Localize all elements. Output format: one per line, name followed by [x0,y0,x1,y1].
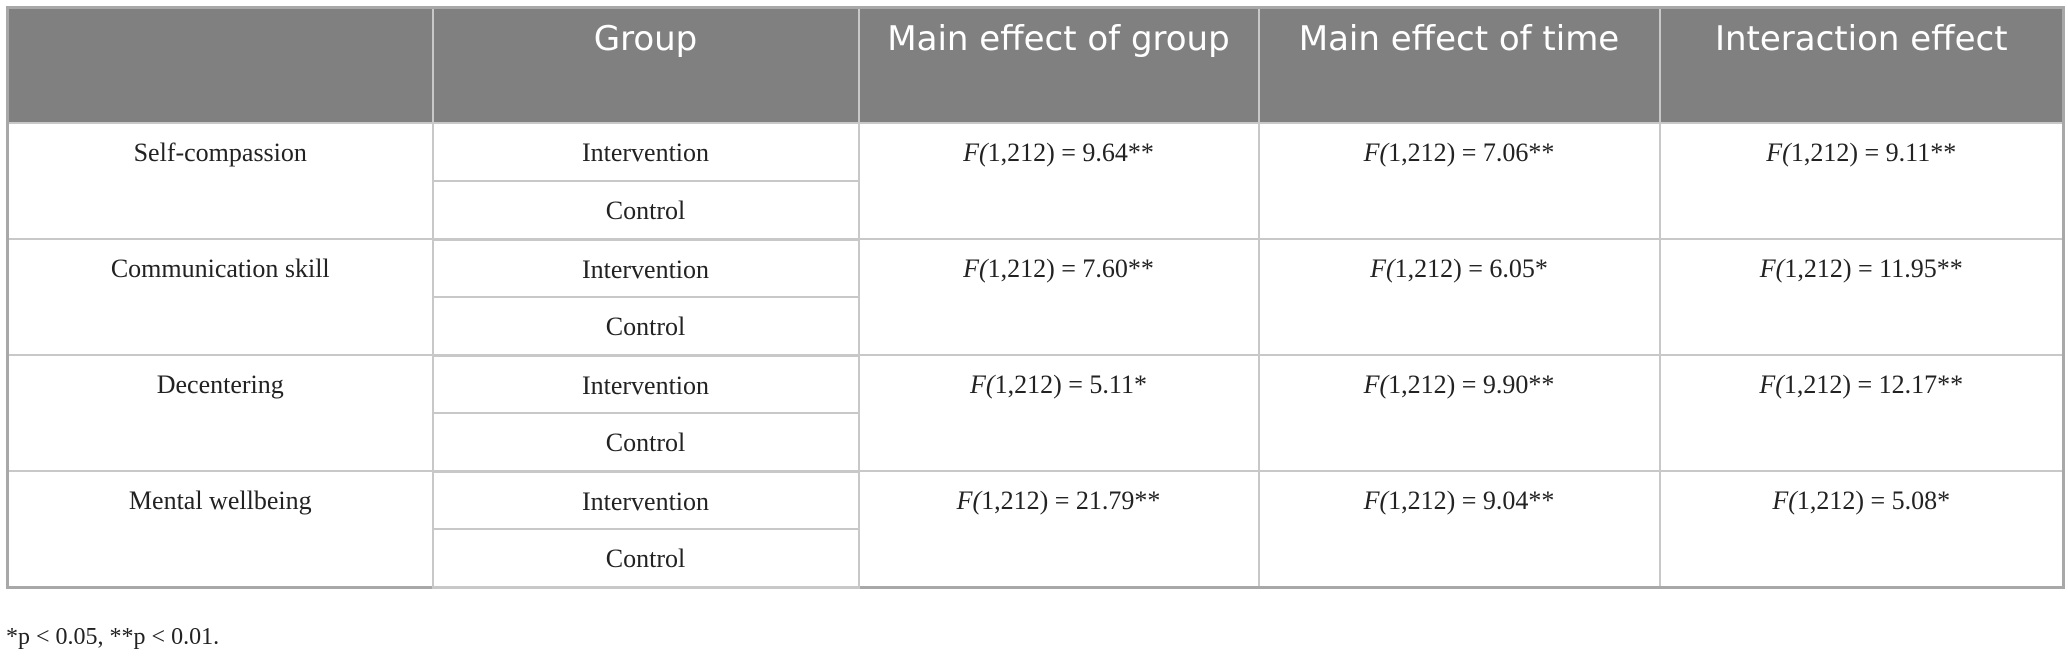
table-row: Control [8,528,2064,589]
stat-cell: F(1,212) = 21.79** [857,470,1260,588]
measure-cell: Self-compassion [6,122,434,240]
group-cell: Intervention [431,470,860,530]
table-body: Self-compassion Intervention F(1,212) = 9.… [6,122,2065,589]
group-cell: Intervention [431,354,860,414]
group-cell: Control [431,412,860,473]
stat-cell: F(1,212) = 12.17** [1658,354,2065,472]
group-cell: Control [431,180,860,241]
header-cell [7,7,433,123]
group-cell: Control [431,296,860,357]
header-cell: Main effect of time [1257,7,1660,123]
header-cell: Interaction effect [1658,7,2064,123]
footnote: *p < 0.05, **p < 0.01. [6,624,220,650]
measure-cell: Communication skill [6,238,434,356]
stat-cell: F(1,212) = 7.06** [1257,122,1661,240]
table-row: Decentering Intervention F(1,212) = 5.11* F… [6,354,2065,472]
stat-cell: F(1,212) = 7.60** [857,238,1260,356]
group-cell: Intervention [431,122,860,182]
table-row: Control [8,296,2064,357]
stat-cell: F(1,212) = 9.04** [1257,470,1661,588]
measure-cell: Mental wellbeing [6,470,434,588]
stat-cell: F(1,212) = 6.05* [1257,238,1661,356]
header-cell: Group [431,7,859,123]
table-row: Control [8,412,2064,473]
header-row: Group Main effect of group Main effect of … [7,7,2064,123]
group-cell: Intervention [431,238,860,298]
stat-cell: F(1,212) = 5.11* [857,354,1260,472]
results-table: Group Main effect of group Main effect of … [6,6,2065,589]
measure-cell: Decentering [6,354,434,472]
table-row: Control [8,180,2064,241]
stat-cell: F(1,212) = 9.64** [857,122,1260,240]
table-row: Mental wellbeing Intervention F(1,212) = 2… [6,470,2065,588]
table-row: Communication skill Intervention F(1,212) … [6,238,2065,356]
stat-cell: F(1,212) = 9.11** [1658,122,2065,240]
stat-cell: F(1,212) = 5.08* [1658,470,2065,588]
stat-cell: F(1,212) = 9.90** [1257,354,1661,472]
header-cell: Main effect of group [857,7,1259,123]
table-row: Self-compassion Intervention F(1,212) = 9.… [6,122,2065,240]
stat-cell: F(1,212) = 11.95** [1658,238,2065,356]
table-wrap: Group Main effect of group Main effect of … [6,6,2065,589]
group-cell: Control [431,528,860,589]
